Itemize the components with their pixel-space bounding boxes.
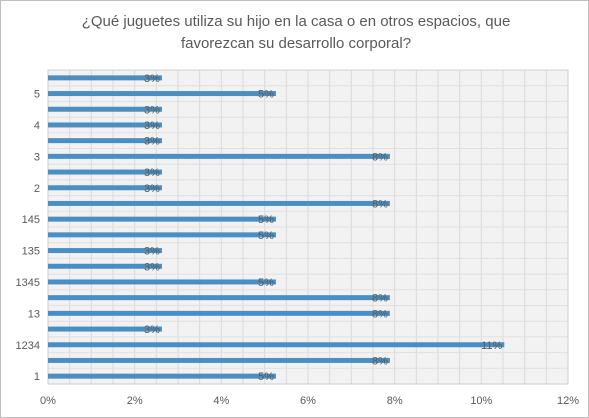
bar xyxy=(48,373,276,379)
bar xyxy=(48,91,276,97)
x-tick-label: 2% xyxy=(127,395,143,407)
bar xyxy=(48,138,162,144)
y-tick-label: 1345 xyxy=(16,277,40,289)
data-label: 3% xyxy=(144,120,160,132)
data-label: 11% xyxy=(481,340,502,352)
data-label: 3% xyxy=(144,246,160,258)
chart-title: ¿Qué juguetes utiliza su hijo en la casa… xyxy=(41,11,551,55)
bar xyxy=(48,169,162,175)
y-tick-label: 145 xyxy=(22,214,40,226)
x-tick-label: 6% xyxy=(300,395,316,407)
x-tick-label: 8% xyxy=(387,395,403,407)
bar xyxy=(48,153,390,159)
data-label: 5% xyxy=(258,230,274,242)
data-label: 3% xyxy=(144,136,160,148)
y-tick-label: 3 xyxy=(34,151,40,163)
bar xyxy=(48,295,390,301)
data-label: 8% xyxy=(372,308,388,320)
data-label: 5% xyxy=(258,89,274,101)
data-label: 3% xyxy=(144,324,160,336)
x-tick-label: 4% xyxy=(213,395,229,407)
data-label: 5% xyxy=(258,277,274,289)
bar xyxy=(48,232,276,238)
chart-title-line-2: favorezcan su desarrollo corporal? xyxy=(180,35,412,52)
data-label: 8% xyxy=(372,151,388,163)
bar xyxy=(48,248,162,254)
bar xyxy=(48,216,276,222)
y-tick-label: 5 xyxy=(34,89,40,101)
bar xyxy=(48,310,390,316)
data-label: 8% xyxy=(372,198,388,210)
bar xyxy=(48,185,162,191)
bar xyxy=(48,357,390,363)
y-tick-label: 2 xyxy=(34,183,40,195)
bar xyxy=(48,122,162,128)
y-tick-label: 4 xyxy=(34,120,40,132)
y-tick-label: 1 xyxy=(34,371,40,383)
data-label: 3% xyxy=(144,104,160,116)
plot-border xyxy=(47,69,569,385)
data-label: 3% xyxy=(144,261,160,273)
chart-title-line-1: ¿Qué juguetes utiliza su hijo en la casa… xyxy=(81,13,511,30)
y-tick-label: 13 xyxy=(28,308,40,320)
bar xyxy=(48,106,162,112)
data-label: 8% xyxy=(372,293,388,305)
x-tick-label: 10% xyxy=(470,395,492,407)
x-tick-label: 0% xyxy=(40,395,56,407)
bar xyxy=(48,75,162,81)
data-label: 8% xyxy=(372,355,388,367)
data-label: 5% xyxy=(258,214,274,226)
bar xyxy=(48,200,390,206)
x-tick-label: 12% xyxy=(557,395,579,407)
bar xyxy=(48,263,162,269)
bar xyxy=(48,342,505,348)
y-tick-label: 1234 xyxy=(16,340,40,352)
bar xyxy=(48,279,276,285)
data-label: 3% xyxy=(144,183,160,195)
data-label: 3% xyxy=(144,167,160,179)
data-label: 5% xyxy=(258,371,274,383)
data-label: 3% xyxy=(144,73,160,85)
bar xyxy=(48,326,162,332)
y-tick-label: 135 xyxy=(22,246,40,258)
